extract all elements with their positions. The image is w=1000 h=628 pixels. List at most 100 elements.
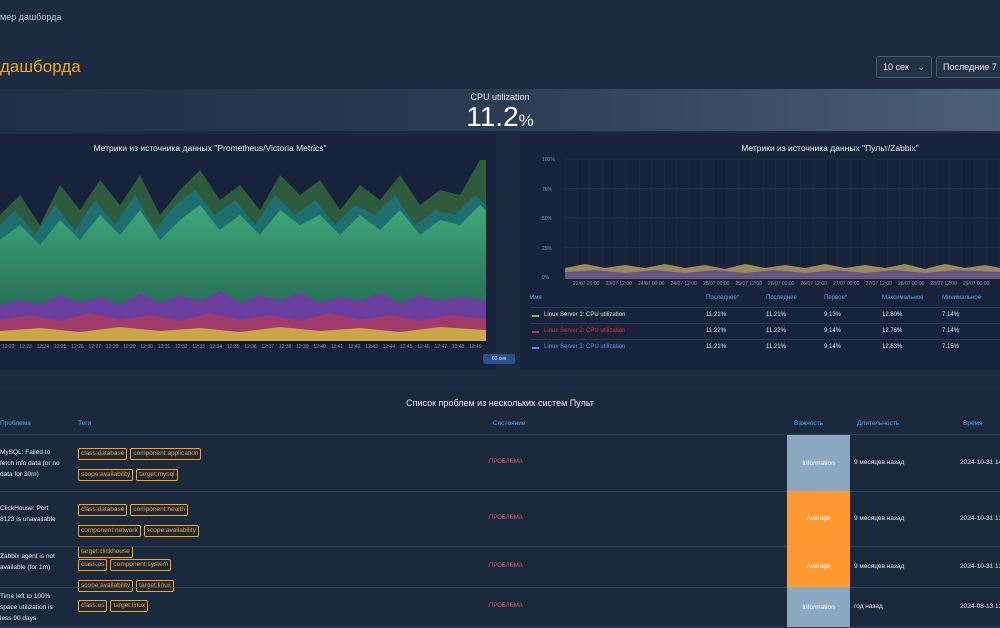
- legend-row[interactable]: Linux Server 1: CPU utilization 11.21% 11.…: [530, 307, 1000, 324]
- legend-row[interactable]: Linux Server 2: CPU utilization 11.22% 11.…: [530, 323, 1000, 340]
- x-tick-label: 28/07 12:00: [930, 281, 957, 287]
- severity-label: Average: [806, 515, 831, 522]
- tag-chip[interactable]: class:database: [78, 448, 128, 460]
- tag-chip[interactable]: component:network: [78, 525, 141, 537]
- legend-row[interactable]: Linux Server 3: CPU utilization 11.21% 11.…: [530, 339, 1000, 356]
- x-tick-label: 27/07 00:00: [833, 281, 860, 287]
- legend-header-max[interactable]: Максимальное: [882, 295, 924, 301]
- col-header-problem[interactable]: Проблема: [0, 420, 31, 427]
- x-tick-label: 12:37: [261, 344, 275, 350]
- x-tick-label: 12:24: [36, 344, 50, 350]
- legend-value: 11.22%: [706, 328, 726, 334]
- breadcrumb[interactable]: мер дашборда: [0, 12, 62, 22]
- legend-header-min[interactable]: Минимальное: [942, 295, 982, 301]
- tag-chip[interactable]: scope:availability: [78, 469, 134, 481]
- tag-chip[interactable]: target:linux: [136, 580, 174, 592]
- x-tick-label: 12:30: [140, 344, 153, 350]
- x-tick-label: 12:43: [365, 344, 378, 350]
- problem-row[interactable]: Zabbix agent is not available (for 1m) cl…: [0, 546, 1000, 592]
- problem-duration: 9 месяцев назад: [854, 562, 905, 570]
- problems-title: Список проблем из нескольких систем Пуль…: [406, 398, 594, 408]
- col-header-duration[interactable]: Длительность: [857, 420, 900, 427]
- row-divider: [0, 491, 1000, 492]
- col-header-time[interactable]: Время: [963, 420, 983, 427]
- x-tick-label: 12:35: [226, 344, 240, 350]
- tag-chip[interactable]: class:os: [78, 559, 108, 571]
- x-tick-label: 12:29: [123, 344, 136, 350]
- col-header-tags[interactable]: Теги: [78, 420, 92, 427]
- zabbix-y-axis: 100% 75% 50% 25% 0%: [528, 155, 562, 285]
- problem-state: ПРОБЛЕМА: [489, 459, 523, 465]
- severity-badge: Information: [787, 587, 850, 627]
- tag-chip[interactable]: scope:availability: [78, 580, 134, 592]
- series-swatch: [532, 315, 539, 317]
- problem-name[interactable]: Time left to 100% space utilization is l…: [0, 593, 53, 622]
- legend-value: 9.14%: [824, 328, 842, 334]
- legend-series-name: Linux Server 2: CPU utilization: [544, 328, 626, 334]
- legend-value: 12.63%: [882, 344, 903, 350]
- legend-header-name[interactable]: Имя: [530, 295, 542, 301]
- page-title: дашборда: [0, 57, 81, 76]
- tag-chip[interactable]: scope:availability: [143, 525, 199, 537]
- tag-chip[interactable]: component:system: [110, 559, 172, 571]
- x-tick-label: 29/07 00:00: [963, 281, 990, 287]
- legend-value: 11.22%: [766, 328, 786, 334]
- prometheus-panel-title: Метрики из источника данных "Prometheus/…: [93, 143, 327, 153]
- series-area-gold: [0, 327, 486, 345]
- x-tick-label: 26/07 12:00: [800, 281, 827, 287]
- col-header-state[interactable]: Состояние: [493, 420, 526, 427]
- severity-badge: Average: [787, 491, 850, 546]
- row-divider: [0, 587, 1000, 588]
- prometheus-x-axis: 12:22 12:23 12:24 12:25 12:26 12:27 12:28 12:29…: [0, 344, 500, 354]
- cpu-stat-panel: [0, 89, 1000, 131]
- stat-value: 11.2%: [0, 101, 1000, 133]
- tag-chip[interactable]: class:database: [78, 504, 128, 516]
- x-tick-label: 12:41: [330, 344, 344, 350]
- y-tick-label: 100%: [542, 157, 555, 163]
- zabbix-panel: [520, 134, 1000, 370]
- tag-chip[interactable]: target:linux: [110, 600, 149, 612]
- refresh-interval-select[interactable]: 10 сек ⌄: [876, 56, 932, 78]
- x-tick-label: 12:42: [348, 344, 361, 350]
- tag-chip[interactable]: class:os: [78, 600, 108, 612]
- x-tick-label: 12:28: [105, 344, 119, 350]
- col-header-severity[interactable]: Важность: [794, 420, 824, 427]
- problem-name[interactable]: Zabbix agent is not available (for 1m): [0, 552, 55, 571]
- problem-time: 2024-10-31 14: [960, 459, 1000, 466]
- legend-series-name: Linux Server 3: CPU utilization: [544, 344, 626, 350]
- legend-header-last-star[interactable]: Последнее*: [706, 295, 740, 301]
- zabbix-legend-table: Имя Последнее* Последнее Первое* Максима…: [530, 295, 1000, 355]
- tag-chip[interactable]: component:health: [130, 504, 189, 516]
- legend-value: 11.21%: [766, 312, 786, 318]
- legend-value: 12.80%: [882, 312, 903, 318]
- problem-row[interactable]: ClickHouse: Port 8123 is unavailable clas…: [0, 491, 1000, 558]
- header-divider: [0, 434, 1000, 435]
- x-tick-label: 12:32: [175, 344, 188, 350]
- problem-duration: 9 месяцев назад: [854, 459, 905, 466]
- y-tick-label: 0%: [542, 275, 550, 281]
- problem-row[interactable]: MySQL: Failed to fetch info data (or no …: [0, 435, 1000, 491]
- severity-label: Information: [802, 603, 835, 611]
- tag-chip[interactable]: component:application: [130, 448, 202, 460]
- x-tick-label: 12:45: [399, 344, 413, 350]
- x-tick-label: 12:38: [278, 344, 292, 350]
- severity-badge: Information: [787, 435, 850, 491]
- x-tick-label: 12:40: [313, 344, 326, 350]
- legend-header-last[interactable]: Последнее: [766, 295, 797, 301]
- x-tick-label: 12:25: [53, 344, 67, 350]
- x-tick-label: 12:33: [192, 344, 205, 350]
- legend-value: 11.21%: [706, 312, 726, 318]
- series-swatch: [532, 347, 539, 349]
- legend-header-first-star[interactable]: Первое*: [824, 295, 848, 301]
- problem-name[interactable]: MySQL: Failed to fetch info data (or no …: [0, 449, 60, 478]
- x-tick-label: 27/07 12:00: [865, 281, 892, 287]
- problem-state: ПРОБЛЕМА: [489, 562, 523, 569]
- legend-value: 11.21%: [766, 344, 786, 350]
- problem-name[interactable]: ClickHouse: Port 8123 is unavailable: [0, 504, 56, 523]
- zabbix-x-axis: 22/07 20:00 23/07 12:00 24/07 00:00 24/07 1…: [565, 281, 1000, 291]
- problem-time: 2024-08-13 13: [960, 603, 1000, 610]
- time-range-picker[interactable]: Последние 7: [936, 56, 1000, 78]
- tag-chip[interactable]: target:mysql: [136, 469, 178, 481]
- x-tick-label: 12:48: [451, 344, 465, 350]
- problem-row[interactable]: Time left to 100% space utilization is l…: [0, 587, 1000, 627]
